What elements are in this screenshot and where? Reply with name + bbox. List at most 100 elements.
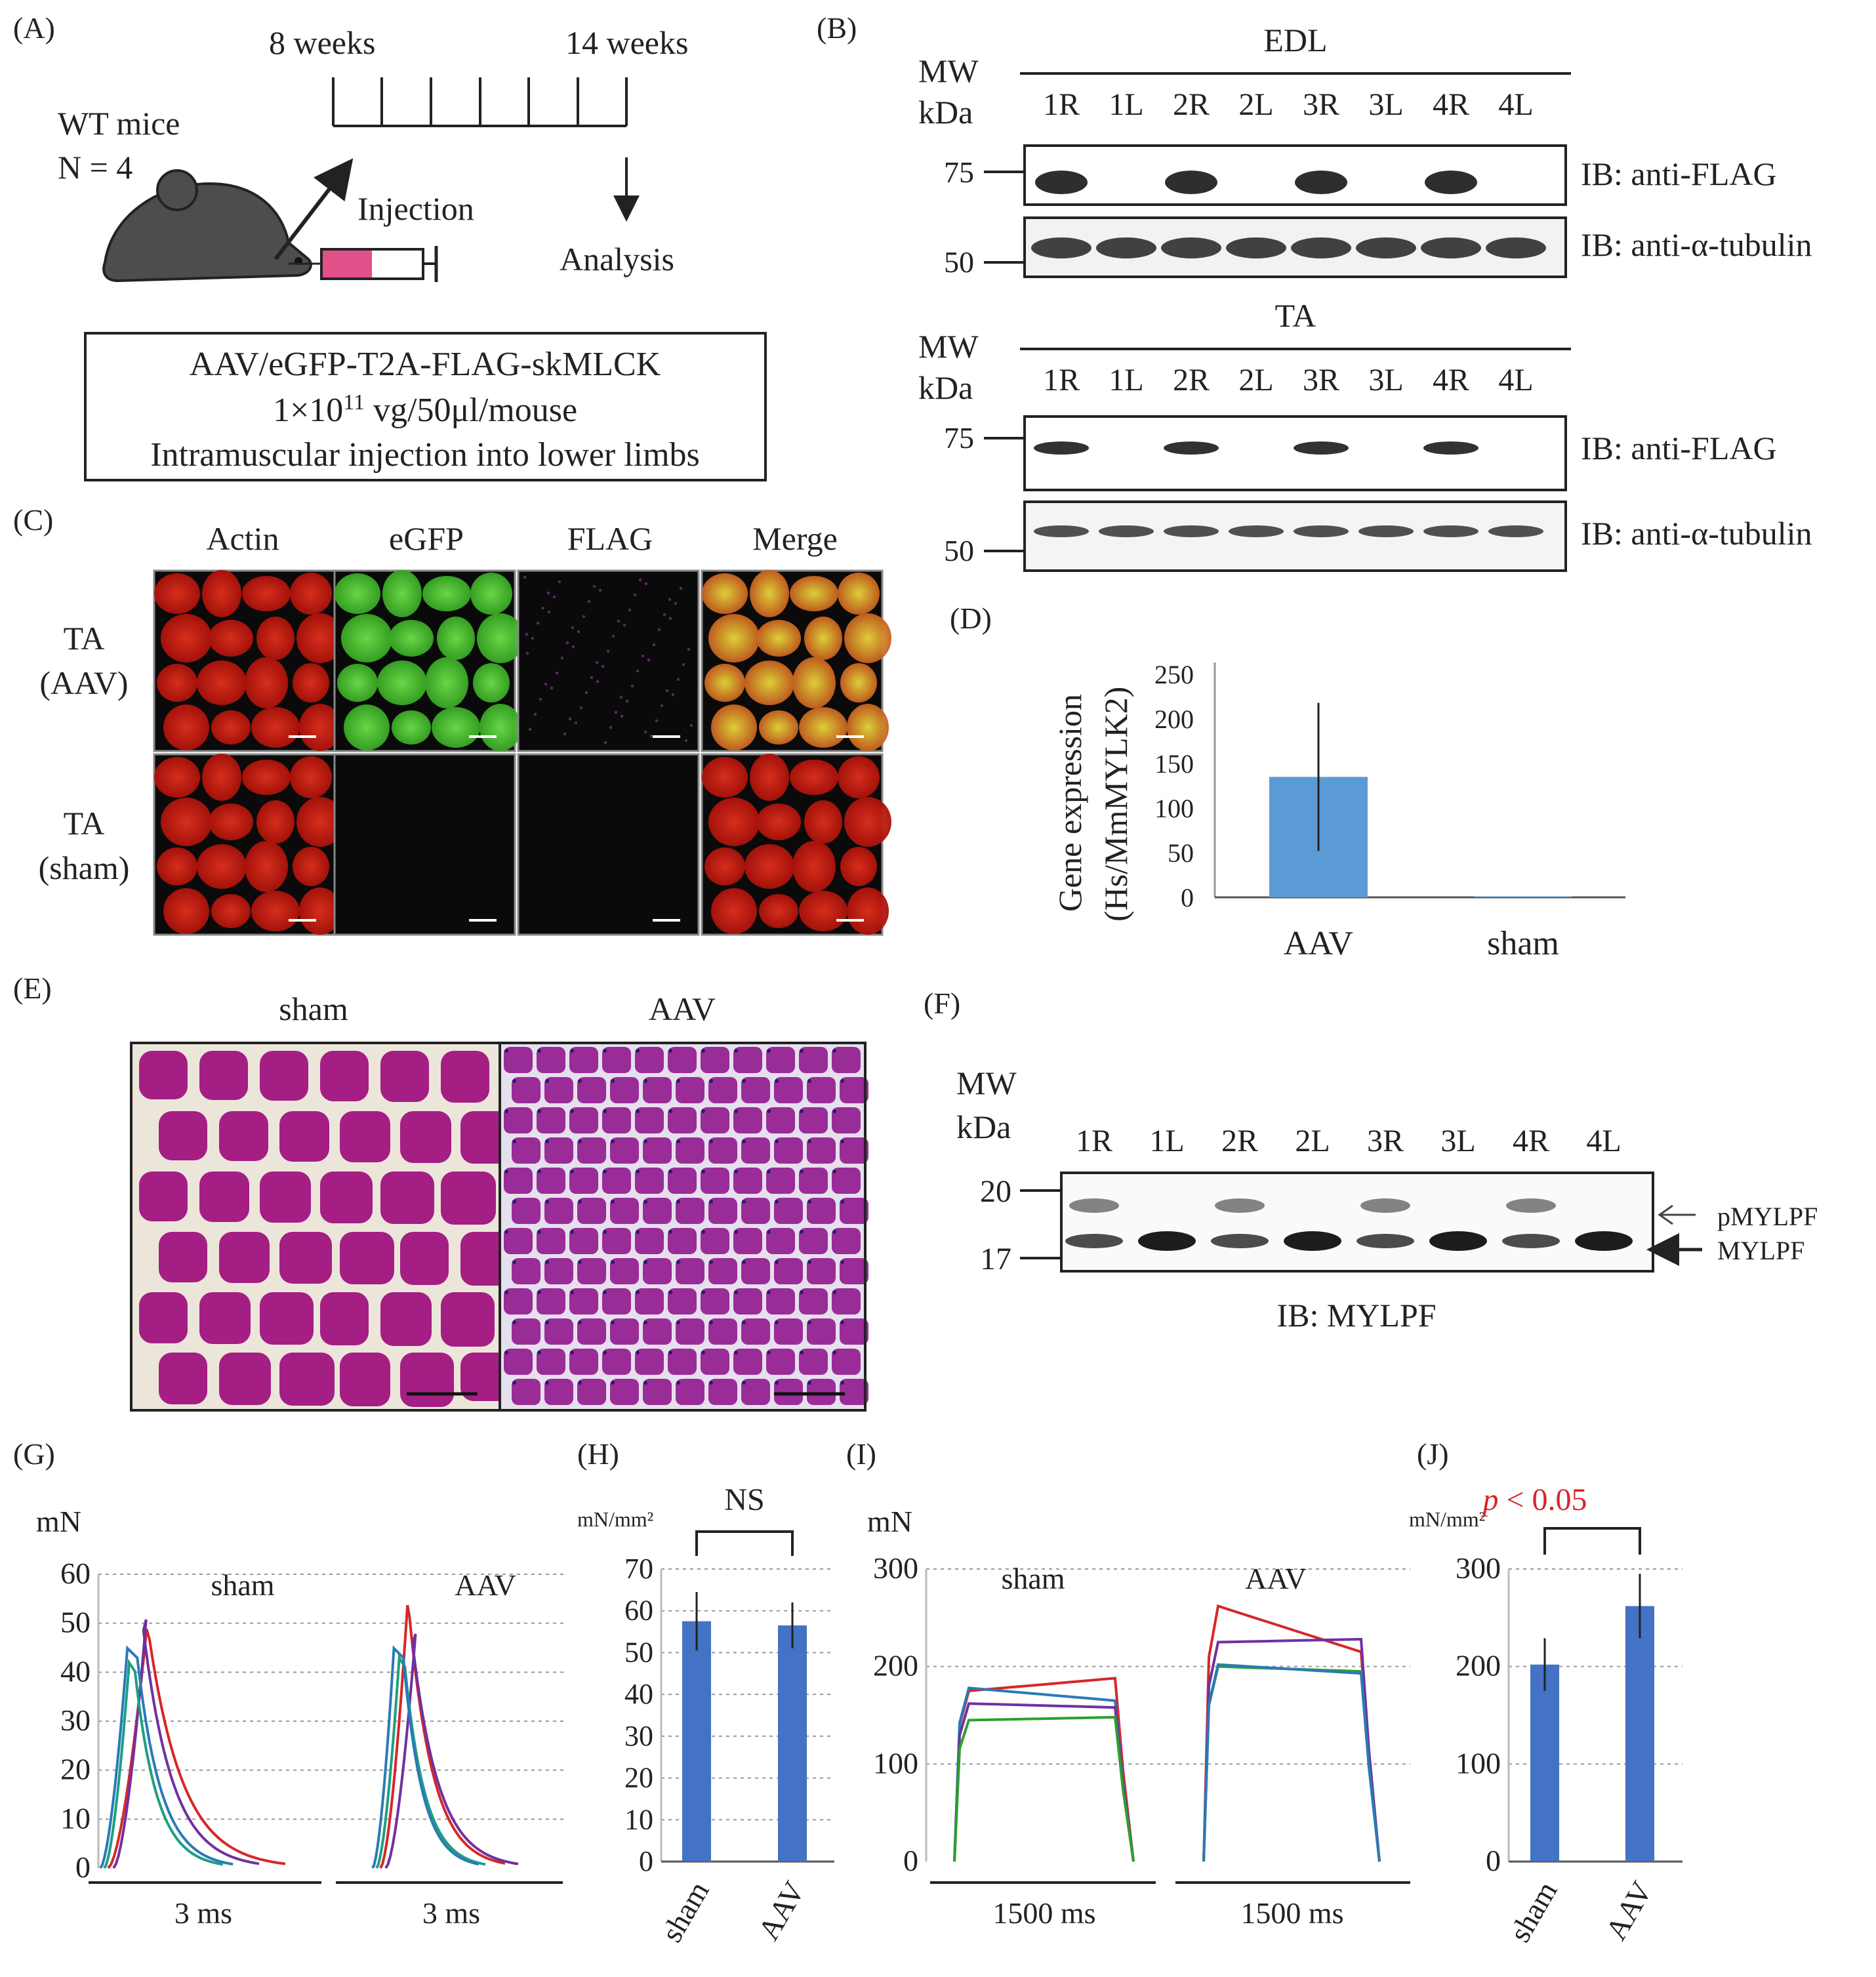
he-aav-fiber [766,1288,795,1315]
ta-lane-3R: 3R [1303,363,1339,397]
he-aav-fiber [701,1107,729,1133]
he-aav-fiber [840,1318,868,1345]
he-sham-fiber [340,1111,390,1162]
he-aav-fiber [602,1047,631,1073]
he-aav-fiber [733,1168,762,1194]
construct-box [84,332,767,481]
he-aav-fiber [544,1258,573,1284]
g-unit: mN [36,1505,81,1538]
he-aav-fiber [668,1288,697,1315]
he-aav-fiber [504,1047,533,1073]
edl-flag-blot [1023,144,1567,206]
g-tick: 20 [60,1753,91,1786]
he-aav-fiber [708,1077,737,1103]
h-tick: 50 [624,1636,653,1668]
edl-lane-2R: 2R [1173,87,1210,122]
he-aav-fiber [643,1137,672,1164]
g-tick: 10 [60,1801,91,1835]
dose-line: 1×1011 vg/50μl/mouse [273,390,577,429]
mice-label: WT mice [58,105,180,142]
i-trace-sham [953,1715,1135,1862]
f-mylpf-band [1065,1234,1123,1248]
he-aav-fiber [708,1198,737,1224]
he-aav-fiber [643,1077,672,1103]
he-aav-label: AAV [649,990,716,1027]
he-aav-fiber [544,1137,573,1164]
he-aav-fiber [635,1168,664,1194]
f-lane-4L: 4L [1586,1124,1621,1158]
he-sham-fiber [139,1172,188,1221]
he-aav-fiber [504,1107,533,1133]
f-lane-labels: 1R 1L 2R 2L 3R 3L 4R 4L [1076,1124,1621,1158]
he-aav-fiber [544,1198,573,1224]
he-aav-fiber [676,1258,704,1284]
he-sham-fiber [219,1353,271,1405]
ta-lane-2L: 2L [1238,363,1273,397]
he-aav-fiber [512,1379,540,1405]
f-lane-3R: 3R [1367,1124,1404,1158]
he-aav-fiber [643,1198,672,1224]
he-aav-fiber [733,1047,762,1073]
h-sig-label: NS [724,1482,764,1517]
he-sham-fiber [380,1292,432,1346]
ta-mw-label: MW [918,328,979,365]
mouse-icon [102,158,354,283]
he-aav-fiber [537,1228,565,1254]
ta-lane-4L: 4L [1498,363,1533,397]
mylpf-label: MYLPF [1717,1236,1805,1265]
he-sham-fiber [400,1353,454,1407]
he-sham-fiber [400,1232,449,1285]
ta-tubulin-blot [1023,500,1567,572]
he-aav-fiber [602,1349,631,1375]
edl-tubulin-band [1356,237,1416,258]
he-aav-fiber [832,1228,861,1254]
ta-flag-band [1423,441,1478,455]
g-tick: 30 [60,1703,91,1737]
timeline-end-label: 14 weeks [565,24,688,61]
he-aav-fiber [701,1047,729,1073]
panel-f-western-blot: MW kDa 1R 1L 2R 2L 3R 3L 4R 4L 20 17 pMYLPF MYL… [956,1065,1818,1334]
i-trace-AAV [1202,1604,1381,1862]
he-sham-fiber [199,1292,251,1344]
he-aav-fiber [676,1077,704,1103]
he-sham-fiber [460,1353,510,1401]
he-aav-fiber [512,1258,540,1284]
f-pmylpf-band [1360,1198,1410,1213]
ta-flag-band [1294,441,1349,455]
d-tick: 50 [1168,838,1194,868]
he-aav-fiber [840,1258,868,1284]
h-tick: 40 [624,1678,653,1710]
he-aav-fiber [708,1137,737,1164]
ta-tubulin-band [1294,525,1349,537]
f-kda-label: kDa [956,1109,1011,1145]
pmylpf-arrow-icon [1658,1204,1696,1225]
he-aav-fiber [799,1047,828,1073]
edl-lane-labels: 1R 1L 2R 2L 3R 3L 4R 4L [1043,87,1534,122]
i-scale-right: 1500 ms [1240,1896,1343,1930]
j-category-AAV: AAV [1599,1876,1659,1946]
he-aav-fiber [577,1077,606,1103]
g-trace-AAV [375,1654,486,1869]
ta-tubulin-band [1164,525,1219,537]
he-sham-fiber [159,1111,207,1160]
g-tick: 60 [60,1557,91,1590]
ta-tubulin-band [1423,525,1478,537]
edl-lane-1L: 1L [1109,87,1143,122]
d-category-AAV: AAV [1284,925,1353,962]
edl-mw-label: MW [918,52,979,89]
i-trace-AAV [1202,1637,1381,1862]
j-sig-label: p < 0.05 [1480,1482,1587,1517]
f-lane-4R: 4R [1513,1124,1549,1158]
he-aav-fiber [569,1107,598,1133]
timeline-start-label: 8 weeks [269,24,375,61]
he-aav-fiber [774,1379,803,1405]
j-sig-bracket [1543,1527,1641,1555]
f-lane-2R: 2R [1221,1124,1258,1158]
he-aav-fiber [701,1288,729,1315]
he-sham-fiber [441,1292,495,1347]
he-aav-fiber [610,1379,639,1405]
he-aav-fiber [741,1379,770,1405]
g-tick: 50 [60,1606,91,1639]
edl-kda-label: kDa [918,94,973,131]
